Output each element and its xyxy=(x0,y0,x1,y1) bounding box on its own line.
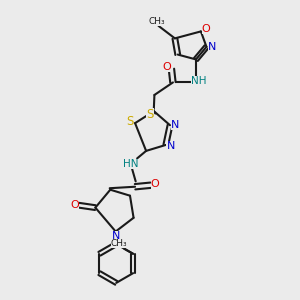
Text: CH₃: CH₃ xyxy=(149,17,165,26)
Text: N: N xyxy=(208,42,216,52)
Text: N: N xyxy=(112,231,120,241)
Text: N: N xyxy=(167,141,175,151)
Text: S: S xyxy=(126,115,134,128)
Text: O: O xyxy=(151,179,160,189)
Text: O: O xyxy=(163,62,171,73)
Text: O: O xyxy=(70,200,79,210)
Text: NH: NH xyxy=(190,76,206,86)
Text: O: O xyxy=(202,24,211,34)
Text: N: N xyxy=(171,120,179,130)
Text: S: S xyxy=(146,108,154,121)
Text: HN: HN xyxy=(123,159,138,169)
Text: CH₃: CH₃ xyxy=(111,239,127,248)
